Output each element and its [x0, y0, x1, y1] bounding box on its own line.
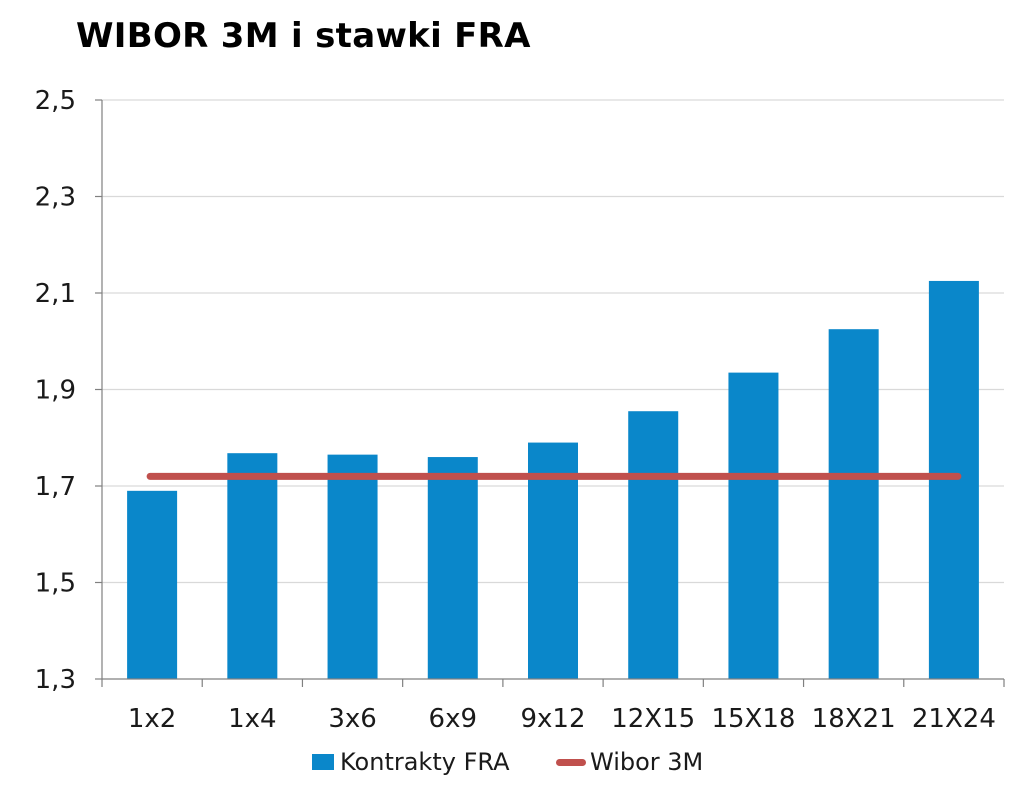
x-tick-label: 3x6 — [328, 704, 376, 734]
y-tick-label: 2,3 — [35, 183, 76, 213]
x-tick-label: 1x4 — [228, 704, 276, 734]
x-tick-label: 9x12 — [520, 704, 585, 734]
bar — [227, 453, 278, 679]
bar — [127, 490, 178, 679]
y-tick-label: 1,9 — [35, 376, 76, 406]
chart-title: WIBOR 3M i stawki FRA — [76, 16, 531, 56]
x-tick-label: 15X18 — [711, 704, 795, 734]
bar — [828, 329, 879, 679]
legend-item-kontrakty-fra: Kontrakty FRA — [312, 744, 510, 780]
legend-label-kontrakty-fra: Kontrakty FRA — [340, 748, 510, 776]
legend-item-wibor-3m: Wibor 3M — [556, 744, 703, 780]
axes — [95, 99, 1005, 687]
bar — [327, 454, 378, 679]
y-tick-label: 1,3 — [35, 665, 76, 695]
y-tick-label: 1,5 — [35, 569, 76, 599]
legend-swatch-line — [556, 758, 586, 766]
bar — [728, 372, 779, 679]
bar — [628, 411, 679, 679]
x-tick-label: 21X24 — [912, 704, 996, 734]
legend: Kontrakty FRA Wibor 3M — [0, 744, 1024, 780]
bar-series-kontrakty-fra — [127, 280, 979, 679]
y-tick-label: 1,7 — [35, 472, 76, 502]
legend-swatch-bar — [312, 754, 334, 770]
y-tick-label: 2,5 — [35, 86, 76, 116]
x-tick-label: 18X21 — [812, 704, 896, 734]
legend-label-wibor-3m: Wibor 3M — [590, 748, 704, 776]
x-tick-label: 6x9 — [429, 704, 477, 734]
x-tick-label: 12X15 — [611, 704, 695, 734]
y-tick-label: 2,1 — [35, 279, 76, 309]
y-tick-labels: 1,3 1,5 1,7 1,9 2,1 2,3 2,5 — [35, 86, 76, 695]
x-tick-label: 1x2 — [128, 704, 176, 734]
bar — [928, 280, 979, 679]
x-tick-labels: 1x2 1x4 3x6 6x9 9x12 12X15 15X18 18X21 21X24 — [128, 704, 996, 734]
bar — [427, 457, 478, 679]
bar — [528, 442, 578, 679]
